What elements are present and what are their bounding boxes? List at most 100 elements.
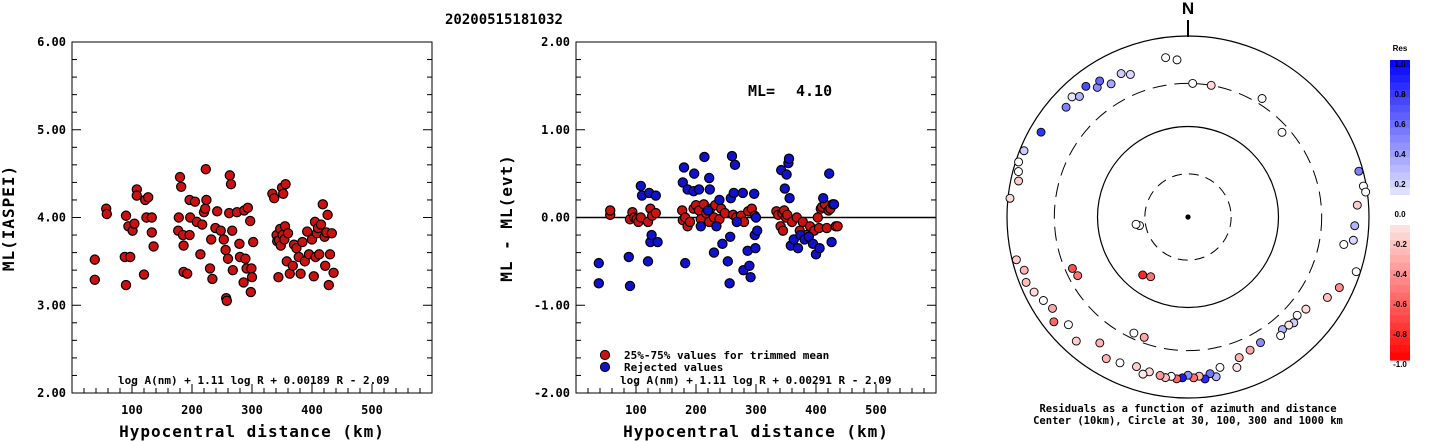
station-residual (1036, 127, 1046, 137)
colorbar-cell (1390, 285, 1410, 294)
ml-value: 4.10 (796, 82, 832, 100)
colorbar-cell (1390, 240, 1410, 249)
colorbar-title: Res (1393, 44, 1408, 53)
colorbar-tick-label: -0.8 (1393, 330, 1407, 339)
data-point (195, 249, 206, 260)
station-residual (1011, 255, 1021, 265)
data-point (824, 168, 835, 179)
y-tick-label: -2.00 (534, 386, 570, 400)
colorbar-cell (1390, 247, 1410, 256)
station-residual (1232, 363, 1242, 372)
caption-line-1: Residuals as a function of azimuth and d… (1039, 403, 1336, 415)
data-point (693, 184, 705, 195)
colorbar-tick-label: -1.0 (1393, 360, 1407, 369)
station-residual (1348, 235, 1358, 245)
data-point (131, 190, 142, 201)
caption-line-2: Center (10km), Circle at 30, 100, 300 an… (1033, 415, 1343, 427)
data-point (282, 228, 294, 239)
station-residual (1138, 369, 1148, 379)
station-residual (1215, 362, 1225, 372)
data-point (784, 192, 795, 204)
data-point (728, 187, 740, 199)
station-residual (1106, 79, 1116, 89)
data-point (783, 153, 795, 164)
data-point (812, 212, 824, 223)
colorbar-cell (1390, 157, 1410, 166)
colorbar: 1.0 0.8 0.6 0.4 0.2 0.0 -0.2 -0.4 -0.6 -0.8 -1.0 (1390, 60, 1410, 369)
legend-marker-trimmed (599, 349, 611, 361)
legend-marker-rejected (599, 361, 611, 373)
colorbar-cell (1390, 172, 1410, 181)
colorbar-cell (1390, 127, 1410, 136)
data-point (204, 263, 216, 274)
data-point (725, 231, 736, 243)
ring-300km (1053, 82, 1323, 352)
station-residual (1172, 55, 1182, 65)
data-point (677, 177, 689, 188)
data-point (184, 229, 195, 241)
y-tick-label: 4.00 (37, 211, 66, 225)
data-point (678, 162, 690, 173)
data-point (146, 212, 157, 223)
data-point (779, 183, 791, 194)
colorbar-tick-label: 0.0 (1394, 210, 1406, 219)
data-point (120, 279, 132, 291)
station-residual (1277, 127, 1287, 137)
data-point (821, 222, 833, 234)
data-point (635, 180, 647, 192)
data-point (593, 278, 605, 289)
data-point (196, 219, 208, 230)
x-tick-label: 500 (361, 403, 383, 417)
colorbar-cell (1390, 330, 1410, 339)
station-residual (1061, 102, 1071, 112)
station-residual (1322, 293, 1332, 302)
station-residual (1067, 264, 1077, 273)
colorbar-tick-label: -0.2 (1393, 240, 1407, 249)
station-residual (1063, 320, 1073, 330)
colorbar-cell (1390, 150, 1410, 159)
y-tick-label: 2.00 (37, 386, 66, 400)
colorbar-cell (1390, 315, 1410, 324)
station-residual (1139, 332, 1149, 342)
data-point (242, 202, 253, 214)
station-residual (1005, 193, 1015, 203)
data-point (240, 253, 251, 264)
data-point (708, 247, 720, 258)
data-point (138, 269, 150, 280)
ml-label: ML= (748, 82, 775, 100)
station-residual (1081, 81, 1091, 91)
station-residual (1067, 92, 1077, 102)
station-residual (1350, 221, 1360, 231)
colorbar-cell (1390, 187, 1410, 196)
station-residual (1115, 358, 1125, 368)
data-point (680, 257, 691, 269)
ring-30km (1144, 173, 1232, 261)
y-tick-label: 1.00 (541, 123, 570, 137)
legend-label-rejected: Rejected values (624, 361, 723, 374)
data-point (711, 221, 722, 232)
data-point (234, 238, 245, 250)
data-point (724, 278, 735, 289)
colorbar-tick-label: -0.6 (1393, 300, 1407, 309)
data-point (189, 196, 201, 207)
colorbar-cell (1390, 105, 1410, 114)
north-label: N (1182, 0, 1194, 18)
station-residual (1138, 270, 1148, 280)
figure-title: 20200515181032 (445, 12, 563, 28)
station-residual (1014, 157, 1024, 167)
data-point (207, 273, 218, 285)
data-point (200, 164, 211, 175)
data-point (226, 225, 238, 236)
data-point (684, 216, 696, 228)
data-point (146, 227, 157, 238)
colorbar-cell (1390, 165, 1410, 174)
station-residual (1125, 69, 1135, 79)
data-point (220, 244, 231, 256)
x-tick-label: 100 (625, 403, 647, 417)
x-tick-label: 100 (121, 403, 143, 417)
colorbar-cell (1390, 210, 1410, 219)
data-point (244, 215, 256, 227)
data-point (782, 209, 793, 221)
residual-panel: 100 200 300 400 500 -2.00 -1.00 0.00 1.00 2.00 ML… (497, 35, 937, 441)
